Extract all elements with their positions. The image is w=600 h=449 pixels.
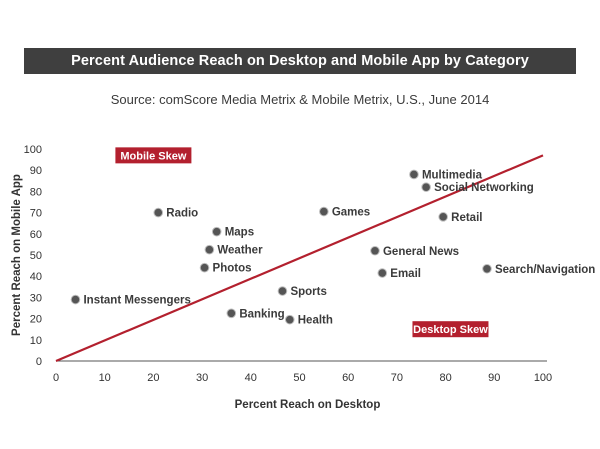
data-point-label: Social Networking — [434, 182, 534, 194]
y-tick-label: 30 — [30, 292, 42, 304]
x-tick-label: 0 — [53, 372, 59, 384]
data-point — [204, 244, 215, 255]
data-point-label: Radio — [166, 208, 198, 220]
data-point — [277, 286, 288, 296]
data-point — [377, 268, 388, 278]
y-tick-label: 80 — [30, 186, 42, 198]
data-point-label: Email — [390, 268, 421, 280]
data-point — [370, 245, 380, 256]
x-tick-label: 80 — [439, 372, 451, 384]
data-point-label: Games — [332, 207, 370, 219]
x-tick-label: 10 — [99, 372, 111, 384]
x-tick-label: 60 — [342, 372, 354, 384]
chart-subtitle: Source: comScore Media Metrix & Mobile M… — [110, 92, 490, 107]
chart-axes: 0 10 20 30 40 50 60 70 80 90 100 0 10 20 30 40 50 60 70 80 9… — [24, 144, 553, 384]
x-tick-label: 50 — [293, 372, 305, 384]
data-point — [153, 207, 164, 218]
diagonal-reference-line — [55, 154, 544, 363]
chart-title: Percent Audience Reach on Desktop and Mo… — [24, 48, 576, 74]
data-point-label: Maps — [225, 227, 254, 239]
y-tick-label: 90 — [30, 165, 42, 177]
data-point-label: Banking — [239, 308, 284, 320]
data-point-label: Multimedia — [422, 169, 483, 181]
y-tick-label: 40 — [30, 271, 42, 283]
data-point-label: Photos — [213, 263, 252, 275]
y-tick-label: 70 — [30, 208, 42, 220]
data-points: Instant Messengers Radio Maps Weather Photos… — [70, 169, 595, 327]
skew-label-box — [412, 321, 489, 338]
data-point-label: General News — [383, 246, 459, 258]
data-point-label: Sports — [290, 286, 326, 298]
y-tick-label: 20 — [30, 314, 42, 326]
x-tick-label: 70 — [391, 372, 403, 384]
data-point — [482, 263, 492, 274]
data-point — [319, 206, 329, 217]
y-tick-label: 50 — [30, 250, 42, 262]
data-point — [199, 262, 210, 273]
skew-label-box — [115, 147, 192, 164]
reference-line-group — [55, 154, 544, 363]
data-point — [284, 314, 295, 325]
data-point-label: Health — [298, 315, 333, 327]
data-point-label: Instant Messengers — [83, 295, 190, 307]
y-tick-label: 60 — [30, 229, 42, 241]
data-point — [421, 182, 431, 192]
y-tick-label: 10 — [30, 335, 42, 347]
x-tick-label: 100 — [534, 372, 552, 384]
data-point-label: Weather — [217, 245, 263, 257]
x-tick-label: 40 — [245, 372, 257, 384]
data-point — [226, 308, 237, 319]
x-tick-label: 20 — [147, 372, 159, 384]
data-point — [409, 169, 419, 180]
data-point — [211, 226, 222, 237]
x-tick-label: 90 — [488, 372, 500, 384]
data-point-label: Retail — [451, 212, 482, 224]
y-axis-title: Percent Reach on Mobile App — [11, 174, 23, 336]
data-point — [70, 294, 81, 305]
data-point — [438, 212, 448, 222]
x-tick-label: 30 — [196, 372, 208, 384]
data-point-label: Search/Navigation — [495, 264, 595, 276]
skew-label: Desktop Skew — [413, 324, 488, 336]
x-axis-title: Percent Reach on Desktop — [235, 399, 381, 411]
y-tick-label: 0 — [36, 356, 42, 368]
annotations: Mobile Skew Desktop Skew — [115, 147, 489, 338]
y-tick-label: 100 — [24, 144, 42, 156]
skew-label: Mobile Skew — [120, 150, 186, 162]
